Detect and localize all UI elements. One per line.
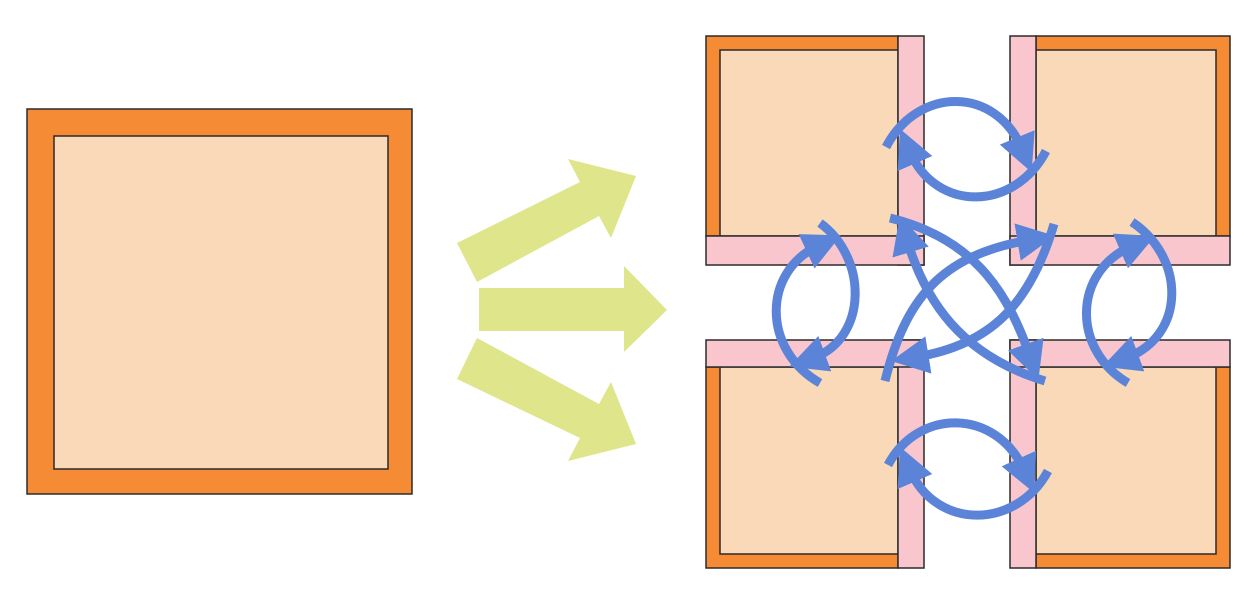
source-block-interior — [53, 135, 389, 470]
halo-strip-vertical — [1009, 35, 1037, 266]
sub-block-top-left — [705, 35, 925, 266]
exchange-arrow-top-lower-icon — [897, 128, 1050, 202]
split-arrow-right-icon — [479, 266, 667, 352]
exchange-arrow-bottom-upper-icon — [884, 418, 1037, 493]
exchange-arrow-top-upper-icon — [882, 97, 1035, 173]
split-arrow-down-icon — [457, 338, 636, 461]
split-arrow-up-icon — [457, 159, 636, 282]
split-arrows — [457, 159, 667, 461]
halo-strip-horizontal — [1009, 339, 1231, 368]
exchange-arrow-bottom-lower-icon — [897, 446, 1052, 520]
exchange-arrows — [771, 97, 1177, 520]
halo-strip-vertical — [897, 339, 925, 569]
exchange-arrow-right-inner-icon — [1082, 233, 1156, 387]
exchange-arrow-left-outer-icon — [771, 234, 841, 387]
exchange-arrow-diagonal-up-left-icon — [892, 215, 1047, 386]
result-blocks — [705, 35, 1231, 569]
source-block — [26, 108, 413, 495]
exchange-arrow-diagonal-down-left-icon — [891, 222, 1059, 374]
